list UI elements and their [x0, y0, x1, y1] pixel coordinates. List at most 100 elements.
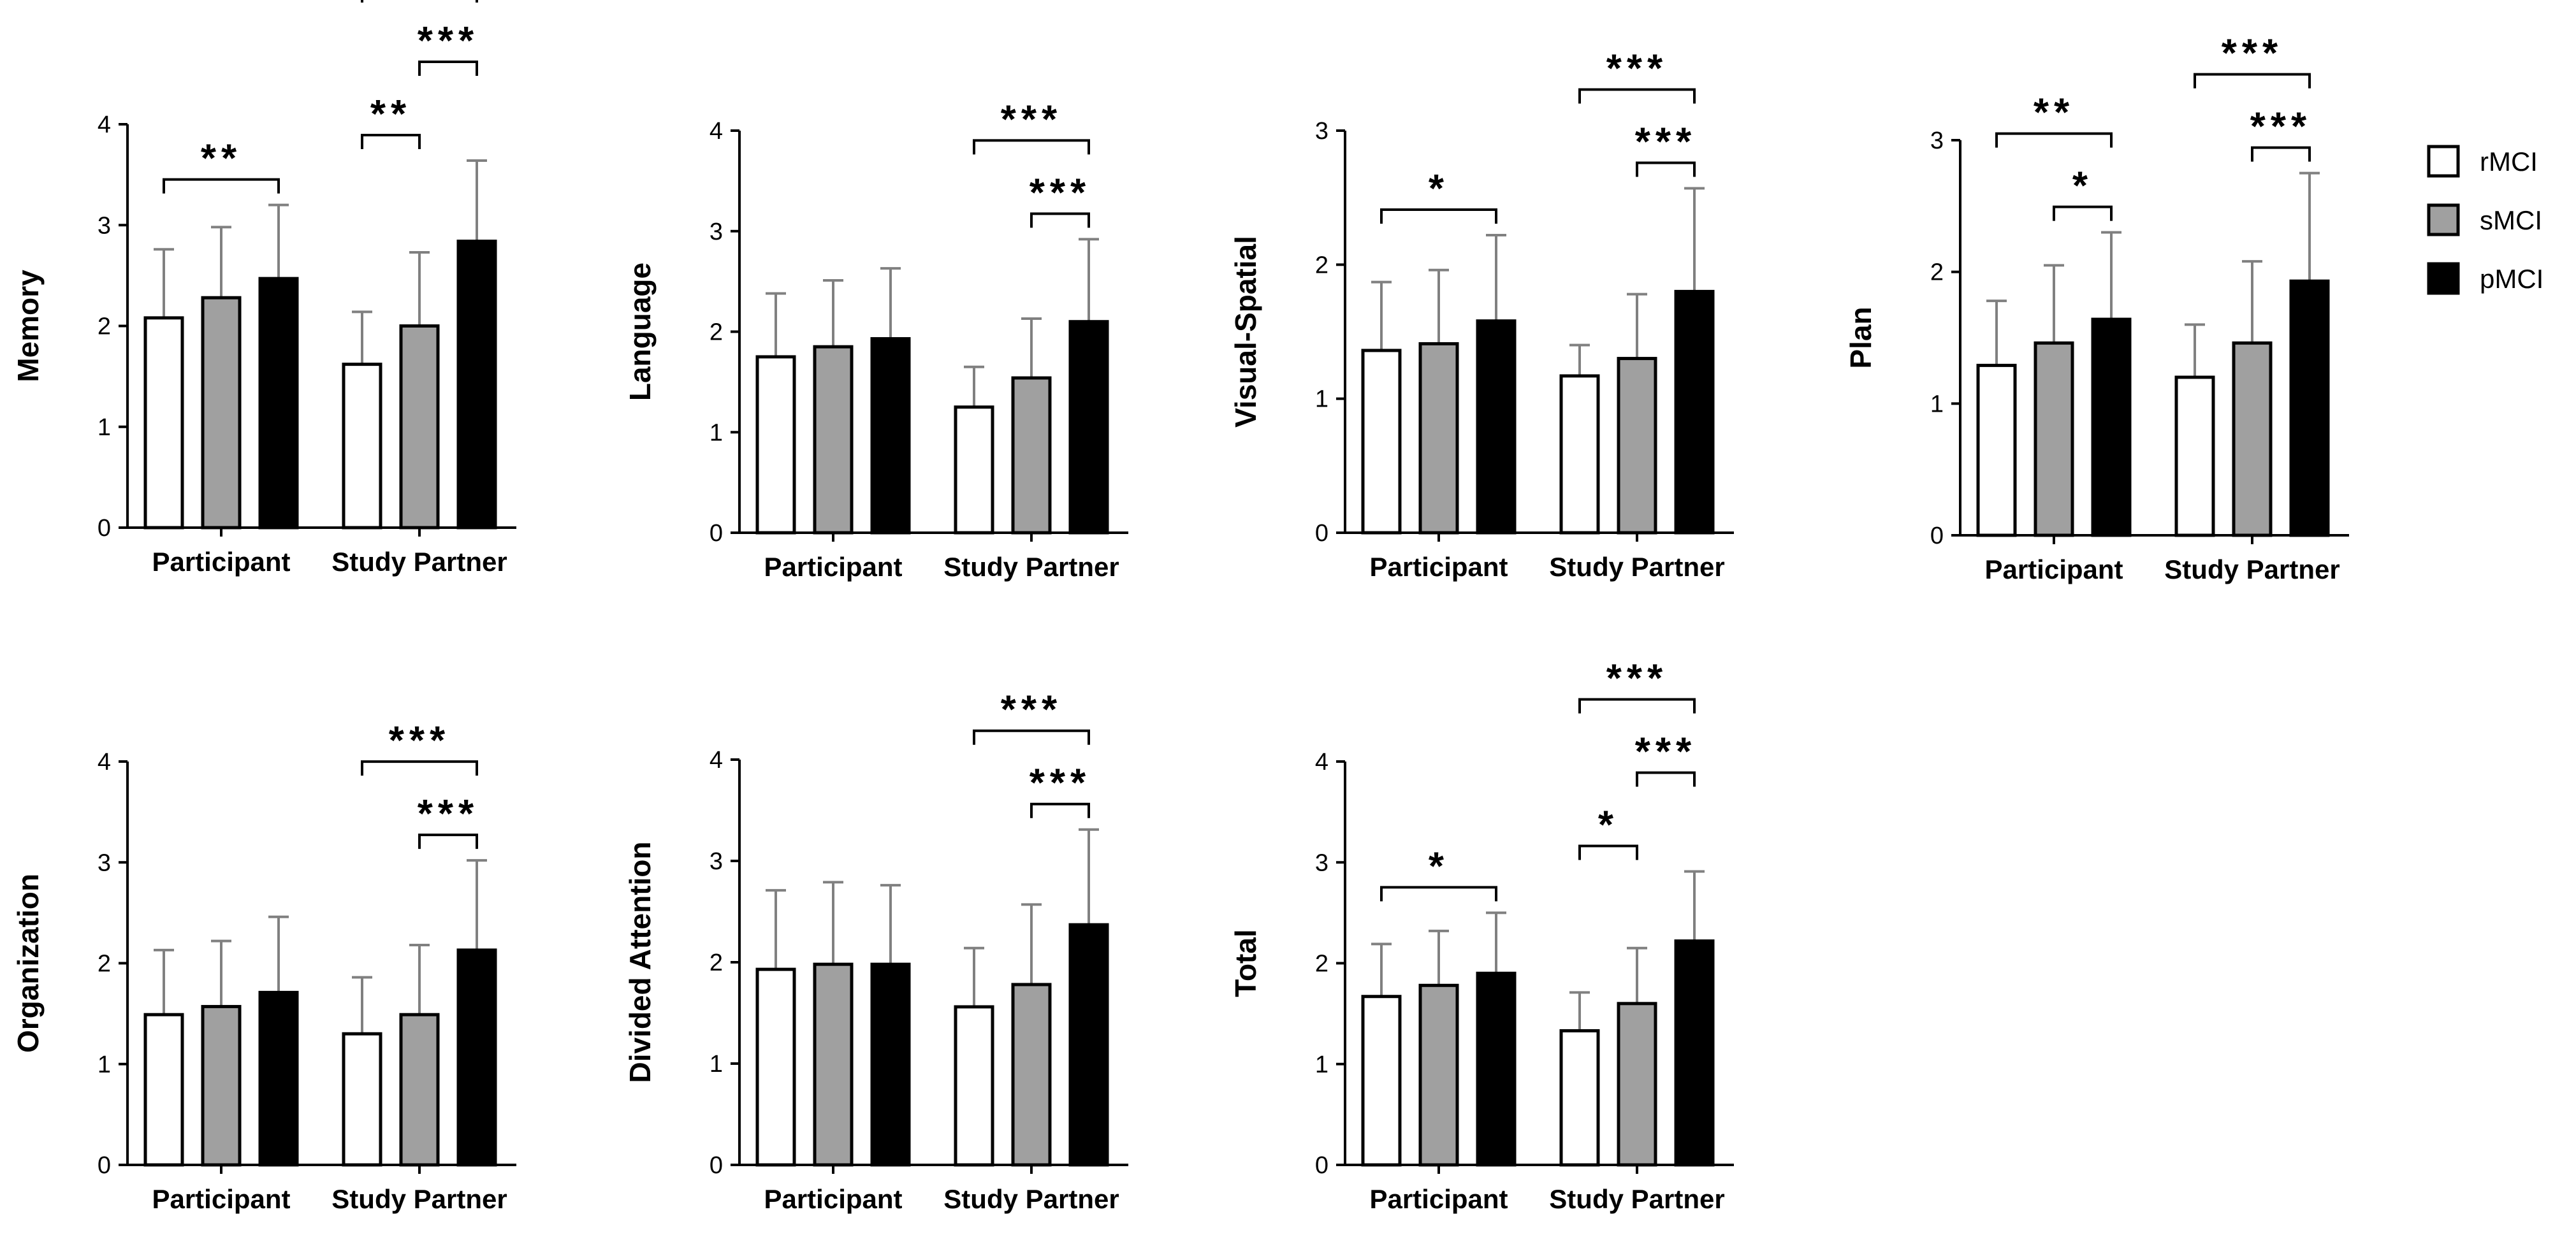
- y-tick-label: 4: [98, 749, 111, 776]
- y-tick-label: 2: [1930, 259, 1944, 286]
- bar-rmci: [342, 1032, 382, 1167]
- y-axis-title: Memory: [11, 270, 45, 382]
- y-tick-label: 1: [709, 419, 723, 446]
- legend-label-pmci: pMCI: [2480, 264, 2543, 294]
- bar-rmci: [2174, 375, 2215, 537]
- bar-pmci: [1476, 319, 1517, 535]
- legend-swatch-rmci: [2427, 145, 2460, 178]
- bar-smci: [399, 1013, 440, 1167]
- bar-rmci: [143, 316, 184, 530]
- significance-stars: ***: [1001, 98, 1062, 141]
- x-tick-label: Study Partner: [331, 1184, 507, 1214]
- bar-rmci: [755, 967, 796, 1167]
- x-tick-label: Participant: [764, 1184, 902, 1214]
- y-tick-label: 1: [98, 414, 111, 441]
- bar-rmci: [1361, 995, 1402, 1167]
- y-tick-label: 2: [98, 314, 111, 340]
- y-tick-label: 0: [1315, 520, 1328, 547]
- significance-bracket: [1380, 208, 1497, 224]
- bar-pmci: [456, 240, 497, 530]
- significance-stars: ***: [418, 792, 479, 836]
- y-axis-title: Visual-Spatial: [1229, 236, 1262, 428]
- y-tick-label: 1: [709, 1051, 723, 1078]
- bar-pmci: [1674, 939, 1715, 1167]
- y-tick-label: 3: [1315, 849, 1328, 876]
- chart-panel-5: 0 1 2 3 4 Organization Participant Study Partne…: [11, 719, 516, 1214]
- y-tick-label: 4: [709, 118, 723, 145]
- significance-bracket: [2053, 205, 2113, 221]
- significance-bracket: [1995, 132, 2113, 148]
- chart-panel-3: 0 1 2 3 Visual-Spatial Participant Study Partn…: [1229, 47, 1734, 582]
- significance-bracket: [418, 834, 478, 849]
- bar-smci: [1617, 1002, 1657, 1167]
- x-tick-label: Participant: [152, 1184, 290, 1214]
- bar-rmci: [1976, 363, 2017, 537]
- bar-smci: [1418, 342, 1459, 535]
- bar-smci: [201, 296, 242, 530]
- bar-rmci: [1559, 1029, 1600, 1167]
- significance-stars: ***: [2222, 32, 2283, 76]
- x-tick-label: Study Partner: [943, 1184, 1119, 1214]
- significance-bracket: [973, 139, 1090, 155]
- bar-pmci: [1068, 320, 1109, 535]
- bar-smci: [2034, 341, 2074, 537]
- significance-bracket: [361, 133, 421, 149]
- x-tick-label: Participant: [1984, 554, 2123, 584]
- bar-smci: [1418, 983, 1459, 1167]
- y-tick-label: 3: [98, 212, 111, 239]
- bar-smci: [1011, 983, 1052, 1167]
- significance-stars: **: [370, 92, 411, 136]
- y-tick-label: 0: [1315, 1152, 1328, 1179]
- bar-pmci: [870, 337, 911, 535]
- y-tick-label: 2: [98, 951, 111, 978]
- bar-rmci: [755, 355, 796, 535]
- significance-bracket: [1030, 212, 1090, 228]
- y-axis-title: Divided Attention: [623, 841, 657, 1083]
- x-tick-label: Participant: [764, 552, 902, 582]
- bar-rmci: [143, 1013, 184, 1167]
- legend-label-rmci: rMCI: [2480, 147, 2538, 177]
- bar-smci: [201, 1005, 242, 1167]
- significance-stars: ***: [1635, 730, 1696, 774]
- bar-smci: [813, 962, 854, 1167]
- significance-bracket: [361, 760, 478, 776]
- y-tick-label: 1: [98, 1051, 111, 1078]
- bar-rmci: [1361, 349, 1402, 535]
- bar-pmci: [1674, 289, 1715, 535]
- x-tick-label: Study Partner: [1549, 1184, 1724, 1214]
- significance-stars: ***: [1635, 120, 1696, 164]
- significance-bracket: [361, 0, 478, 3]
- y-tick-label: 0: [98, 515, 111, 542]
- bar-pmci: [870, 962, 911, 1167]
- bar-pmci: [258, 277, 299, 530]
- y-tick-label: 0: [1930, 523, 1944, 549]
- x-tick-label: Study Partner: [1549, 552, 1724, 582]
- y-tick-label: 1: [1315, 386, 1328, 413]
- significance-stars: ***: [1030, 762, 1091, 805]
- bar-pmci: [1068, 923, 1109, 1167]
- significance-bracket: [1380, 886, 1497, 902]
- x-tick-label: Participant: [1369, 1184, 1508, 1214]
- significance-stars: **: [2034, 91, 2074, 135]
- significance-stars: ***: [389, 719, 450, 763]
- legend-swatch-pmci: [2427, 262, 2460, 295]
- bar-smci: [399, 324, 440, 530]
- bar-pmci: [1476, 971, 1517, 1167]
- chart-panel-6: 0 1 2 3 4 Divided Attention Participant Study P…: [623, 688, 1128, 1214]
- bar-pmci: [2289, 279, 2330, 537]
- legend-label-smci: sMCI: [2480, 205, 2542, 235]
- significance-bracket: [1030, 802, 1090, 818]
- bar-pmci: [258, 990, 299, 1167]
- y-tick-label: 0: [98, 1152, 111, 1179]
- y-tick-label: 4: [1315, 749, 1328, 776]
- significance-bracket: [973, 729, 1090, 745]
- chart-panel-2: 0 1 2 3 4 Language Participant Study Partner ***…: [623, 98, 1128, 582]
- significance-stars: *: [1429, 167, 1449, 211]
- y-tick-label: 3: [98, 849, 111, 876]
- y-tick-label: 1: [1315, 1051, 1328, 1078]
- y-axis-title: Organization: [11, 874, 45, 1053]
- bar-rmci: [1559, 374, 1600, 535]
